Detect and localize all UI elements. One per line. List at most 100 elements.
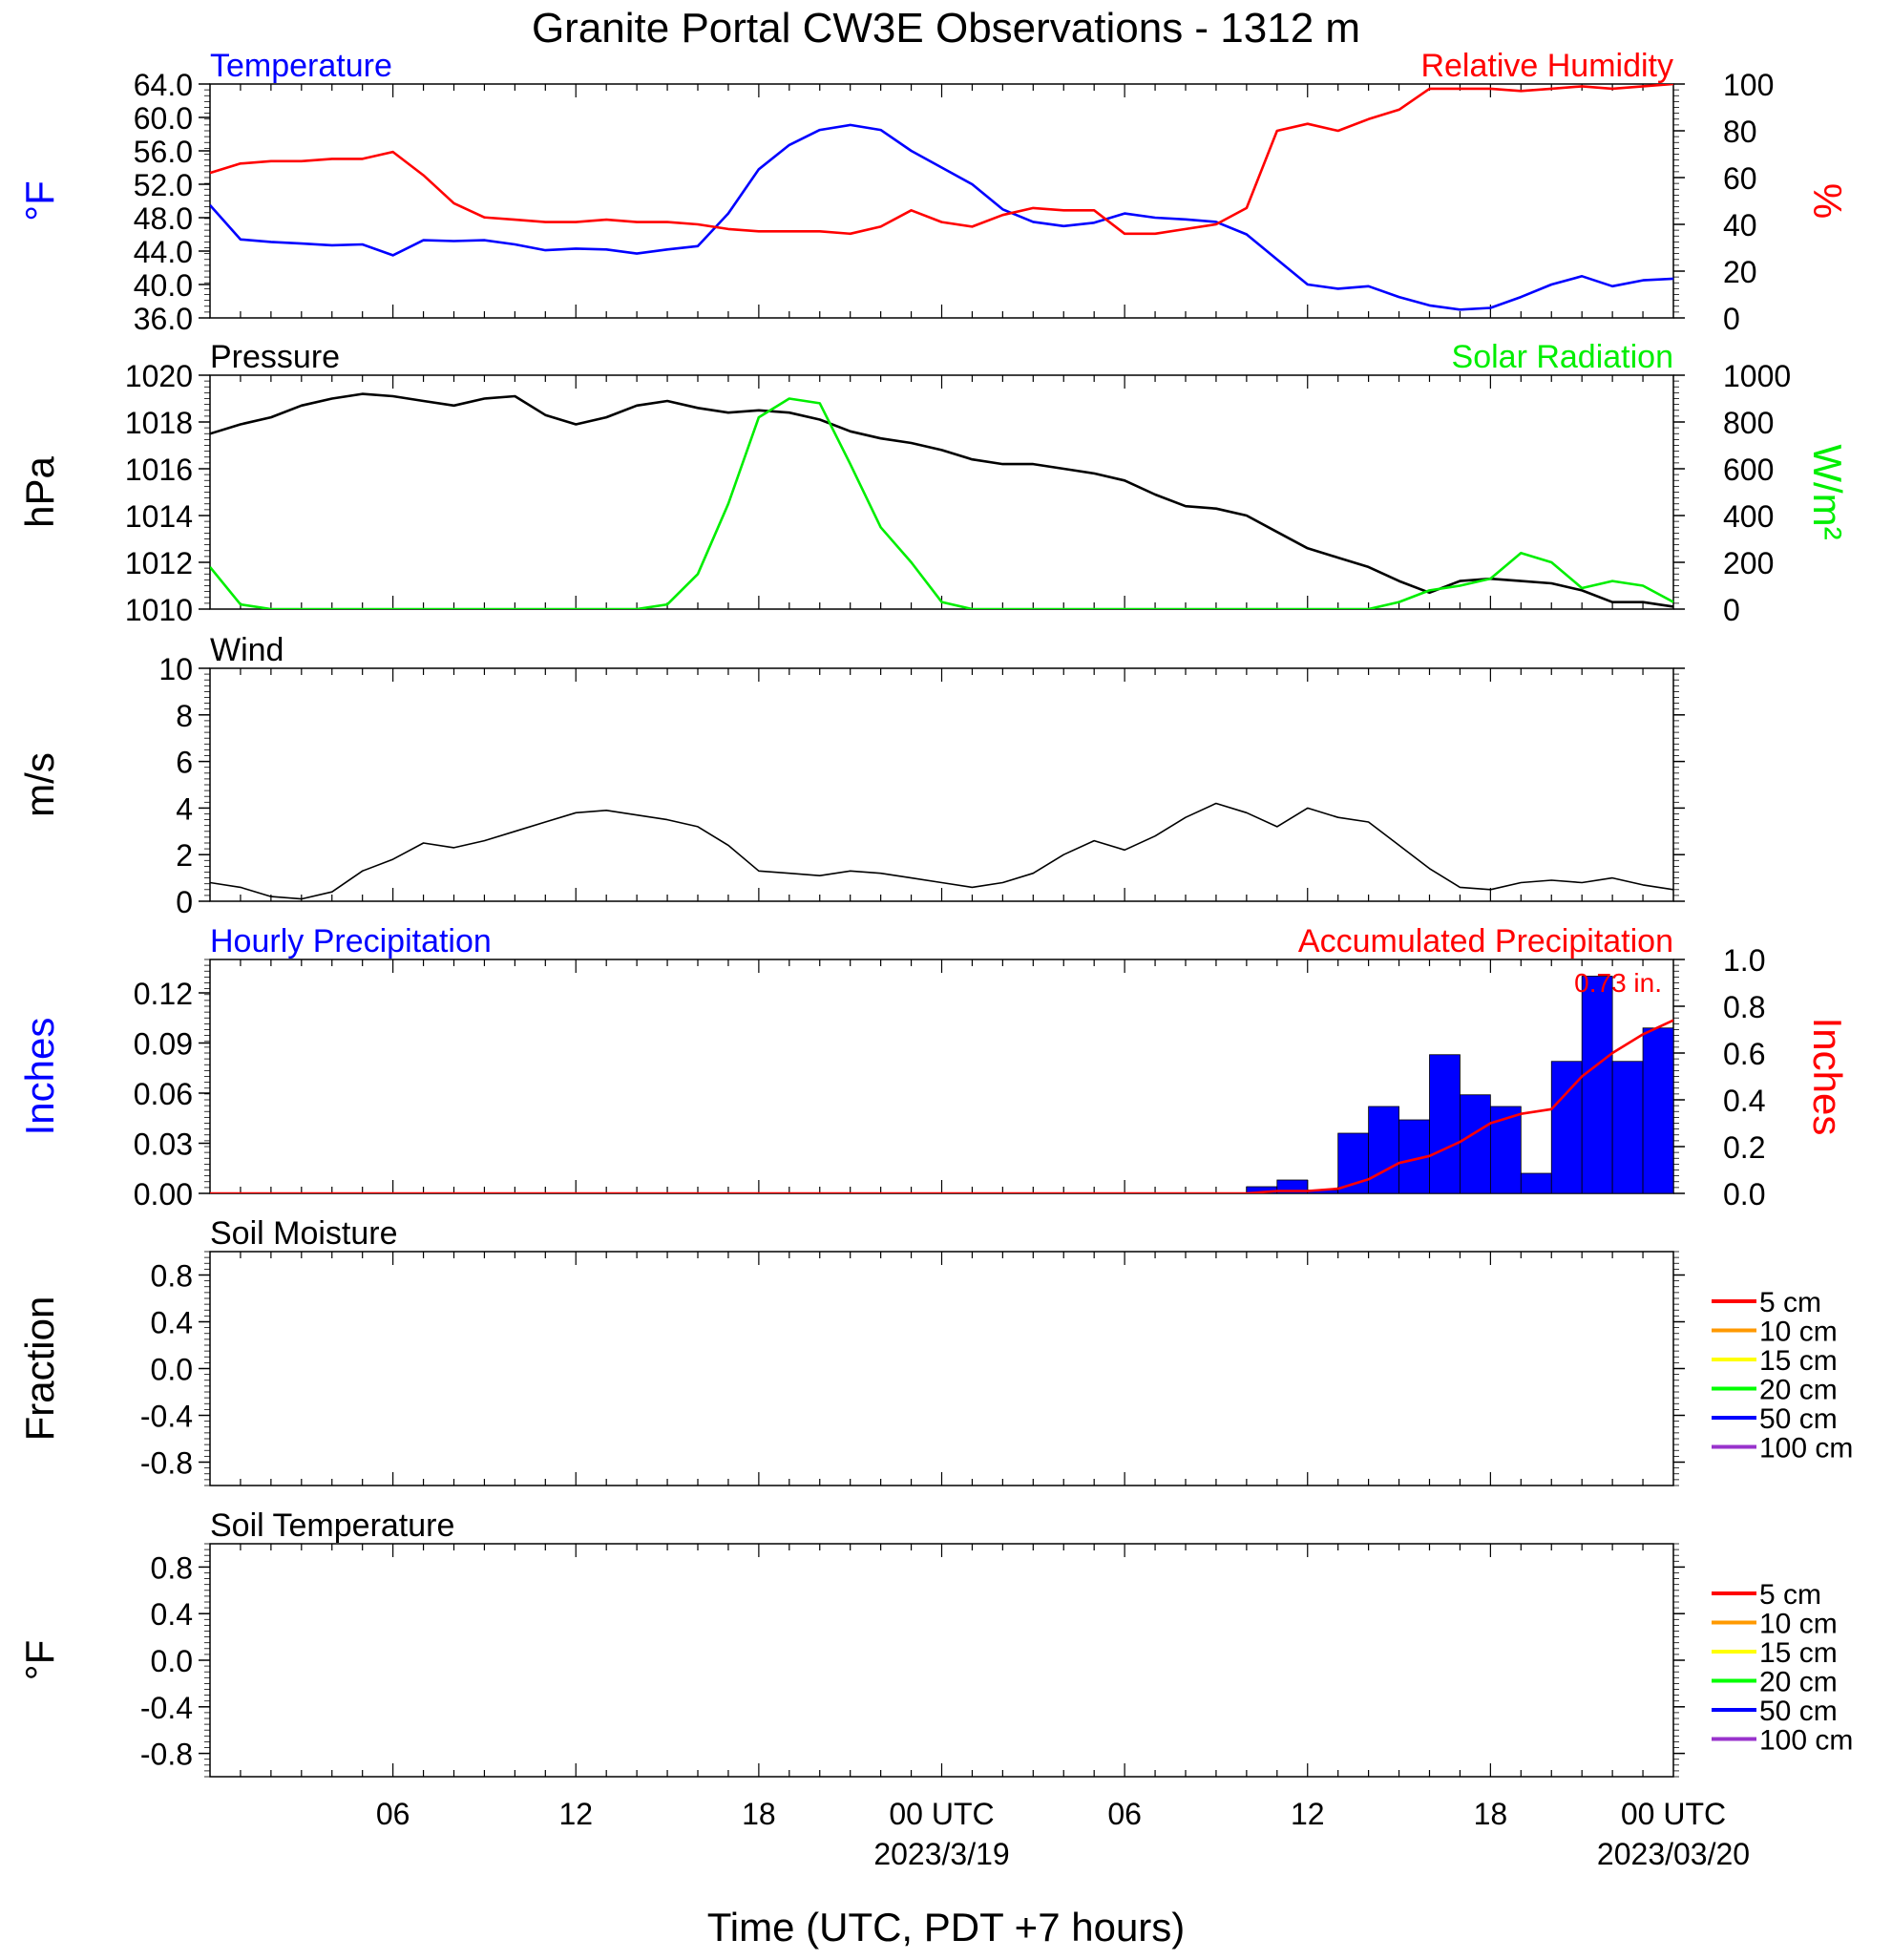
y-tick-label-right: 1000 [1723, 359, 1791, 393]
x-tick-label: 06 [1107, 1797, 1142, 1831]
y-axis-label-left: m/s [17, 752, 62, 817]
x-date-label: 2023/03/20 [1597, 1837, 1750, 1871]
plot-frame [209, 83, 1674, 319]
y-axis-label-left: hPa [17, 455, 62, 527]
y-tick-label-left: 56.0 [134, 135, 193, 169]
y-tick-label-left: 44.0 [134, 235, 193, 269]
y-tick-label-left: 1010 [125, 593, 193, 627]
legend-label: 10 cm [1759, 1317, 1838, 1348]
precip-bar [1460, 1094, 1491, 1193]
y-axis-label-right: Inches [1805, 1018, 1850, 1136]
y-tick-label-left: -0.4 [140, 1691, 193, 1725]
y-tick-label-right: 20 [1723, 255, 1757, 289]
x-date-label: 2023/3/19 [873, 1837, 1009, 1871]
panel-title-right: Relative Humidity [1420, 48, 1673, 84]
y-tick-label-right: 0.8 [1723, 990, 1765, 1024]
y-tick-label-right: 800 [1723, 406, 1774, 440]
precip-bar [1429, 1054, 1461, 1193]
panel-0: 64.060.056.052.048.044.040.036.0 100 80 60 4… [17, 48, 1850, 336]
y-tick-label-right: 0.0 [1723, 1177, 1765, 1212]
x-tick-label: 18 [1474, 1797, 1508, 1831]
panel-title-left: Soil Moisture [210, 1215, 398, 1252]
y-tick-label-right: 80 [1723, 115, 1757, 149]
series-line-0 [210, 1019, 1673, 1193]
y-tick-label-left: 48.0 [134, 201, 193, 236]
y-tick-label-right: 0 [1723, 593, 1740, 627]
y-tick-label-left: -0.8 [140, 1446, 193, 1481]
panel-1: 1020 1018 1016 1014 1012 1010 1000 800 600 400 200… [17, 339, 1850, 627]
series-line-0 [210, 123, 1673, 311]
y-tick-label-left: 0.0 [151, 1353, 193, 1387]
y-axis-label-left: Fraction [17, 1296, 62, 1442]
y-tick-label-left: -0.4 [140, 1400, 193, 1434]
plot-area [210, 392, 1673, 609]
legend-label: 50 cm [1759, 1696, 1838, 1727]
y-tick-label-left: 40.0 [134, 268, 193, 303]
x-axis-label: Time (UTC, PDT +7 hours) [707, 1905, 1186, 1949]
plot-area [210, 802, 1673, 900]
y-tick-label-left: 0.12 [134, 977, 193, 1011]
y-tick-label-right: 60 [1723, 161, 1757, 196]
y-axis-label-right: % [1805, 183, 1850, 219]
legend-label: 5 cm [1759, 1579, 1821, 1611]
y-tick-label-left: 2 [176, 838, 193, 873]
panel-title-right: Accumulated Precipitation [1298, 923, 1673, 959]
panel-title-left: Soil Temperature [210, 1507, 454, 1544]
panel-title-left: Wind [210, 632, 284, 668]
y-tick-label-left: 0.4 [151, 1597, 193, 1632]
plot-frame [209, 1251, 1674, 1486]
y-tick-label-left: 0.0 [151, 1644, 193, 1678]
y-tick-label-right: 400 [1723, 499, 1774, 534]
plot-area [210, 84, 1673, 311]
y-tick-label-right: 0.4 [1723, 1084, 1765, 1118]
panel-3: 0.12 0.09 0.06 0.03 0.00 1.0 0.8 0.6 0.4 0.2 0.0 Ho… [17, 923, 1850, 1212]
x-tick-label: 00 UTC [1621, 1797, 1726, 1831]
x-tick-label: 12 [558, 1797, 593, 1831]
legend-label: 100 cm [1759, 1725, 1853, 1757]
y-tick-label-right: 0.2 [1723, 1130, 1765, 1165]
x-tick-label: 12 [1291, 1797, 1325, 1831]
series-line-1 [210, 397, 1673, 609]
y-tick-label-left: 6 [176, 746, 193, 780]
precip-bar [1581, 976, 1613, 1193]
y-tick-label-left: 36.0 [134, 302, 193, 336]
y-tick-label-left: 1018 [125, 406, 193, 440]
panel-title-right: Solar Radiation [1452, 339, 1673, 375]
y-tick-label-right: 0.6 [1723, 1037, 1765, 1071]
y-tick-label-right: 0 [1723, 302, 1740, 336]
y-tick-label-left: 8 [176, 699, 193, 733]
y-tick-label-left: 0.03 [134, 1128, 193, 1162]
y-tick-label-left: 1020 [125, 359, 193, 393]
y-tick-label-right: 1.0 [1723, 943, 1765, 978]
panel-title-left: Pressure [210, 339, 340, 375]
accumulated-total-label: 0.73 in. [1574, 968, 1662, 998]
legend-label: 20 cm [1759, 1375, 1838, 1406]
y-tick-label-left: 1012 [125, 546, 193, 580]
precip-bar [1611, 1061, 1644, 1193]
y-tick-label-left: -0.8 [140, 1738, 193, 1772]
y-tick-label-right: 200 [1723, 546, 1774, 580]
x-tick-label: 18 [742, 1797, 776, 1831]
y-tick-label-left: 52.0 [134, 168, 193, 202]
panel-2: 10 8 6 4 2 0 Wind m/s [17, 632, 1685, 919]
panel-4: 0.8 0.4 0.0 -0.4 -0.8 Soil Moisture Fraction 5 … [17, 1215, 1853, 1486]
y-tick-label-left: 0.8 [151, 1259, 193, 1294]
precip-bar [1368, 1106, 1399, 1193]
y-tick-label-left: 0.06 [134, 1077, 193, 1111]
y-tick-label-left: 4 [176, 791, 193, 826]
series-line-1 [210, 84, 1673, 236]
panel-title-left: Temperature [210, 48, 392, 84]
plot-area [210, 976, 1673, 1193]
y-tick-label-left: 0.00 [134, 1177, 193, 1212]
y-axis-label-left: °F [17, 180, 62, 221]
y-tick-label-right: 100 [1723, 68, 1774, 102]
precip-bar [1520, 1172, 1552, 1193]
y-tick-label-left: 0.4 [151, 1306, 193, 1340]
series-line-0 [210, 392, 1673, 608]
y-tick-label-right: 40 [1723, 208, 1757, 242]
y-tick-label-left: 0 [176, 885, 193, 919]
panel-title-left: Hourly Precipitation [210, 923, 492, 959]
precip-bar [1642, 1027, 1673, 1193]
y-axis-label-left: °F [17, 1640, 62, 1680]
